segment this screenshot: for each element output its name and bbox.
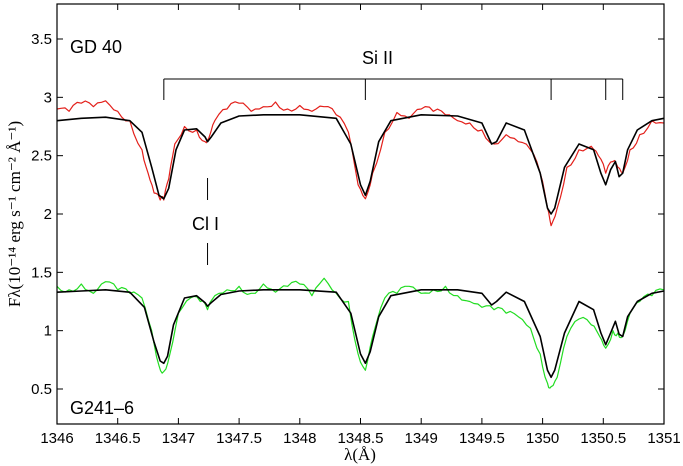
series-line-3-model xyxy=(56,288,665,379)
y-tick-label-5: 3 xyxy=(44,89,52,106)
si-ii-label: Si II xyxy=(362,48,393,68)
y-tick-label-3: 2 xyxy=(44,206,52,223)
y-axis-label: Fλ(10⁻¹⁴ erg s⁻¹ cm⁻² Å⁻¹) xyxy=(5,121,24,307)
star-label-top: GD 40 xyxy=(70,37,122,57)
series-line-1-model xyxy=(56,114,665,215)
line-marker-layer xyxy=(163,78,624,265)
y-tick-label-2: 1.5 xyxy=(31,264,52,281)
x-tick-label-2: 1347 xyxy=(162,430,195,447)
x-tick-label-8: 1350 xyxy=(526,430,559,447)
x-tick-label-1: 1346.5 xyxy=(95,430,141,447)
x-tick-label-10: 1351 xyxy=(647,430,680,447)
x-tick-label-3: 1347.5 xyxy=(216,430,262,447)
x-tick-label-5: 1348.5 xyxy=(338,430,384,447)
y-tick-label-4: 2.5 xyxy=(31,148,52,165)
x-tick-label-9: 1350.5 xyxy=(580,430,626,447)
x-tick-label-7: 1349.5 xyxy=(459,430,505,447)
y-tick-label-0: 0.5 xyxy=(31,381,52,398)
x-tick-label-4: 1348 xyxy=(283,430,316,447)
star-label-bottom: G241–6 xyxy=(70,398,134,418)
x-tick-label-6: 1349 xyxy=(405,430,438,447)
series-layer xyxy=(56,100,665,389)
y-tick-label-6: 3.5 xyxy=(31,31,52,48)
x-axis-label: λ(Å) xyxy=(344,445,376,464)
y-tick-label-1: 1 xyxy=(44,323,52,340)
cl-i-label: Cl I xyxy=(192,214,219,234)
series-line-0-observed xyxy=(56,100,665,227)
tick-layer: 1346 1346.5 1347 1347.5 1348 1348.5 1349 1349.5… xyxy=(31,4,681,447)
x-tick-label-0: 1346 xyxy=(40,430,73,447)
